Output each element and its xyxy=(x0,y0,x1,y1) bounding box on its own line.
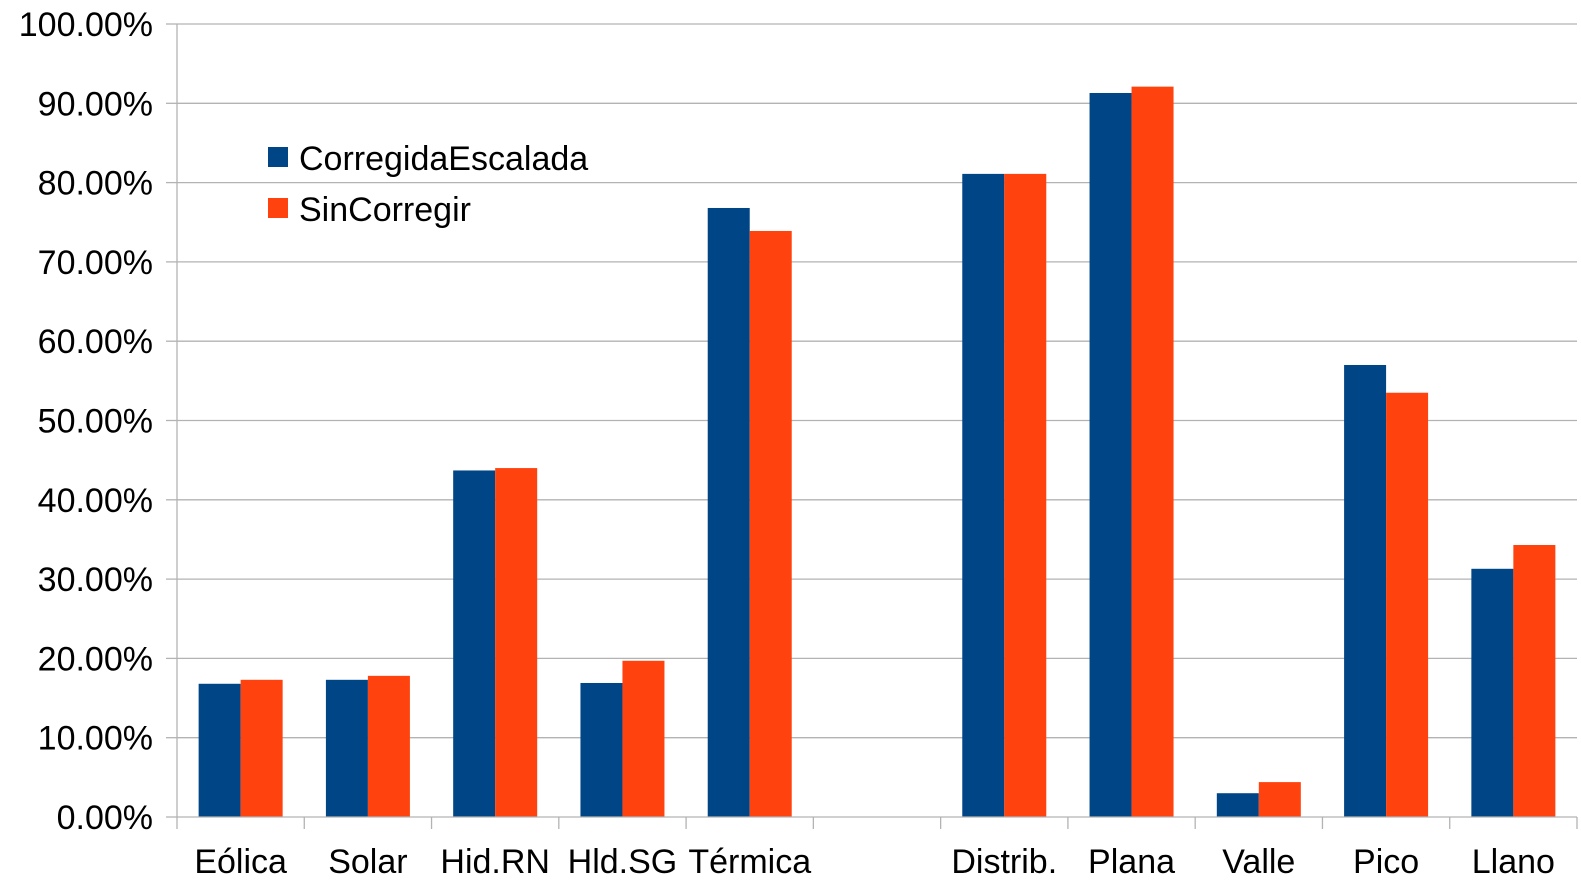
legend: CorregidaEscalada SinCorregir xyxy=(268,140,588,229)
legend-label: CorregidaEscalada xyxy=(299,140,588,178)
y-tick-label: 90.00% xyxy=(38,85,153,123)
legend-swatch xyxy=(268,198,288,218)
y-tick-label: 100.00% xyxy=(19,6,153,44)
legend-label: SinCorregir xyxy=(299,191,471,229)
bar-CorregidaEscalada-Hid.RN xyxy=(453,470,496,817)
y-tick-label: 20.00% xyxy=(38,640,153,678)
bar-CorregidaEscalada-Hld.SG xyxy=(580,682,623,817)
x-tick-label: Distrib. xyxy=(951,843,1057,881)
bar-SinCorregir-Eólica xyxy=(240,679,283,817)
bar-CorregidaEscalada-Térmica xyxy=(707,207,750,817)
y-tick-label: 10.00% xyxy=(38,720,153,758)
bar-SinCorregir-Hid.RN xyxy=(495,468,538,817)
bar-SinCorregir-Plana xyxy=(1131,86,1174,818)
x-tick-label: Pico xyxy=(1353,843,1419,881)
y-tick-label: 80.00% xyxy=(38,165,153,203)
bar-SinCorregir-Solar xyxy=(367,675,410,817)
bar-CorregidaEscalada-Pico xyxy=(1344,364,1387,817)
bar-CorregidaEscalada-Eólica xyxy=(198,683,241,817)
x-tick-label: Hid.RN xyxy=(440,843,550,881)
x-tick-label: Eólica xyxy=(194,843,287,881)
y-tick-label: 40.00% xyxy=(38,482,153,520)
bar-CorregidaEscalada-Llano xyxy=(1471,568,1514,817)
x-tick-label: Valle xyxy=(1222,843,1295,881)
legend-swatch xyxy=(268,147,288,167)
bar-SinCorregir-Valle xyxy=(1258,782,1301,817)
grid-lines xyxy=(177,23,1577,739)
bar-SinCorregir-Distrib. xyxy=(1004,173,1047,817)
y-tick-label: 50.00% xyxy=(38,403,153,441)
x-tick-label: Térmica xyxy=(688,843,811,881)
axes xyxy=(166,23,1578,829)
bar-SinCorregir-Llano xyxy=(1513,545,1556,817)
y-tick-label: 60.00% xyxy=(38,323,153,361)
x-tick-label: Plana xyxy=(1088,843,1175,881)
y-tick-label: 0.00% xyxy=(57,799,153,837)
x-axis-tick-labels: Eólica Solar Hid.RN Hld.SG Térmica Distrib. Pl… xyxy=(194,843,1555,881)
bar-CorregidaEscalada-Distrib. xyxy=(962,173,1005,817)
y-tick-label: 30.00% xyxy=(38,561,153,599)
bar-SinCorregir-Pico xyxy=(1386,392,1429,817)
y-tick-label: 70.00% xyxy=(38,244,153,282)
bar-SinCorregir-Térmica xyxy=(749,230,792,817)
bar-SinCorregir-Hld.SG xyxy=(622,660,665,817)
y-axis-tick-labels: 0.00% 10.00% 20.00% 30.00% 40.00% 50.00% 60.00… xyxy=(19,6,153,837)
x-tick-label: Solar xyxy=(328,843,407,881)
bar-CorregidaEscalada-Solar xyxy=(325,679,368,817)
x-tick-label: Hld.SG xyxy=(568,843,678,881)
bar-CorregidaEscalada-Plana xyxy=(1089,92,1132,818)
bar-CorregidaEscalada-Valle xyxy=(1216,793,1259,817)
x-tick-label: Llano xyxy=(1472,843,1555,881)
bars xyxy=(198,86,1556,818)
